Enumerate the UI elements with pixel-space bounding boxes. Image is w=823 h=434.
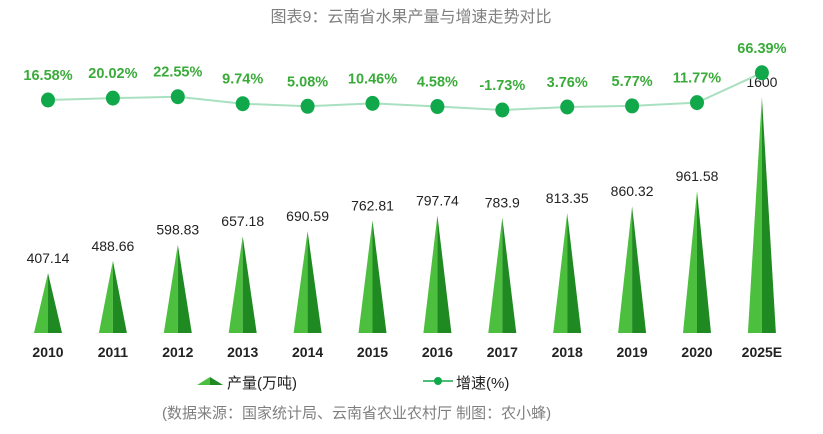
bar-cone-right (697, 191, 711, 333)
line-marker (625, 98, 640, 114)
x-tick-label: 2015 (357, 344, 388, 360)
bar-cone-left (358, 220, 373, 333)
bar-cone-right (112, 260, 127, 333)
bar-cone-left (683, 191, 697, 333)
bar-cone-right (48, 272, 62, 333)
bar-cone-left (228, 236, 243, 333)
x-tick-label: 2017 (487, 344, 518, 360)
line-marker (495, 102, 510, 118)
bar-cone-right (177, 244, 192, 333)
line-label: 11.77% (673, 71, 721, 87)
growth-line: 16.58% 20.02% 22.55% 9.74% 5.08% 10.46% 4.58% -… (23, 41, 787, 118)
line-marker (365, 95, 380, 111)
line-marker (105, 90, 120, 106)
x-tick-label: 2012 (162, 344, 193, 360)
line-label: 5.08% (287, 74, 328, 90)
line-label: 20.02% (88, 66, 137, 82)
line-marker (235, 96, 250, 112)
bar-label: 860.32 (611, 183, 654, 199)
bar-cone-left (423, 215, 438, 333)
bar-label: 762.81 (351, 197, 394, 213)
line-label: 10.46% (348, 71, 397, 87)
line-marker (170, 89, 185, 105)
line-path (47, 71, 763, 111)
legend-marker-icon (434, 377, 442, 385)
legend-label: 增速(%) (456, 375, 509, 392)
bar-cone-right (372, 220, 387, 333)
legend-label: 产量(万吨) (227, 375, 297, 392)
bar-cone-right (437, 215, 452, 333)
x-tick-label: 2020 (681, 344, 712, 360)
line-marker (300, 98, 315, 114)
bar-label: 783.9 (485, 194, 520, 210)
bar-cone-left (488, 217, 503, 333)
source-note: (数据来源：国家统计局、云南省农业农村厅 制图：农小蜂) (162, 405, 551, 422)
x-tick-label: 2018 (552, 344, 583, 360)
bar-label: 813.35 (546, 190, 589, 206)
bar-label: 657.18 (221, 213, 264, 229)
x-tick-label: 2010 (32, 344, 63, 360)
legend-item-growth: 增速(%) (423, 375, 509, 392)
legend: 产量(万吨) 增速(%) (197, 375, 509, 392)
line-marker (41, 92, 55, 108)
chart-title: 图表9：云南省水果产量与增速走势对比 (271, 8, 552, 26)
bar-cone-right (307, 231, 322, 333)
bar-cone-right (242, 236, 257, 333)
line-label: 16.58% (23, 68, 72, 84)
line-label: 22.55% (153, 65, 202, 81)
line-marker (430, 99, 445, 115)
line-label: 3.76% (547, 75, 588, 91)
x-axis: 2010 2011 2012 2013 2014 2015 2016 2017 2018 2019… (32, 344, 782, 360)
legend-cone-icon (197, 377, 210, 385)
bar-label: 961.58 (676, 168, 719, 184)
bar-cone-right (502, 217, 517, 333)
bar-cone-left (34, 272, 48, 333)
bar-label: 797.74 (416, 192, 459, 208)
x-tick-label: 2013 (227, 344, 258, 360)
line-label: 9.74% (222, 72, 263, 88)
line-label: 5.77% (612, 74, 653, 90)
line-label: 4.58% (417, 75, 458, 91)
bar-label: 1600 (746, 74, 777, 90)
bar-cone-left (98, 260, 113, 333)
line-marker (690, 95, 704, 111)
x-tick-label: 2025E (742, 344, 782, 360)
x-tick-label: 2019 (617, 344, 648, 360)
line-marker (560, 99, 575, 115)
bar-cone-right (567, 213, 582, 333)
bar-label: 690.59 (286, 208, 329, 224)
legend-cone-icon-dark (210, 377, 223, 385)
bar-label: 407.14 (27, 250, 70, 266)
bars: 407.14 488.66 598.83 657.18 690.59 762.81 797.… (27, 74, 778, 333)
bar-cone-right (761, 97, 776, 333)
bar-cone-left (163, 244, 178, 333)
line-label: 66.39% (737, 41, 786, 57)
x-tick-label: 2016 (422, 344, 453, 360)
x-tick-label: 2014 (292, 344, 323, 360)
bar-label: 488.66 (91, 238, 134, 254)
x-tick-label: 2011 (98, 344, 129, 360)
bar-cone-left (747, 97, 762, 333)
line-label: -1.73% (479, 78, 525, 94)
bar-cone-left (618, 206, 633, 333)
bar-cone-right (632, 206, 647, 333)
line-marker (754, 65, 769, 81)
legend-item-production: 产量(万吨) (197, 375, 297, 392)
bar-label: 598.83 (156, 222, 199, 238)
bar-cone-left (293, 231, 308, 333)
bar-cone-left (553, 213, 568, 333)
